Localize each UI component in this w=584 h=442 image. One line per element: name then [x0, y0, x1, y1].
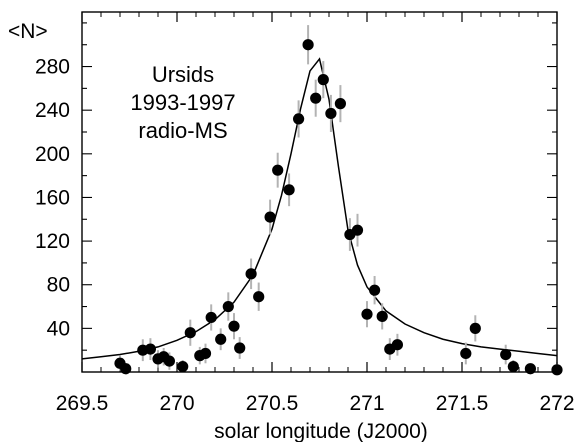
x-tick-label: 272 — [539, 392, 574, 415]
data-point — [334, 98, 346, 110]
x-tick-label: 271 — [349, 392, 384, 415]
y-tick-label: 160 — [35, 186, 70, 209]
data-point — [369, 284, 381, 296]
y-tick-label: 280 — [35, 56, 70, 79]
x-tick-label: 270.5 — [246, 392, 299, 415]
x-tick-label: 270 — [159, 392, 194, 415]
data-point — [325, 107, 337, 120]
x-axis-label: solar longitude (J2000) — [214, 420, 428, 442]
y-tick-label: 200 — [35, 143, 70, 166]
data-point — [361, 308, 373, 320]
chart-annotation-line-3: radio-MS — [138, 118, 227, 143]
data-point — [302, 39, 314, 51]
x-tick-label: 271.5 — [436, 392, 489, 415]
data-point — [222, 300, 234, 313]
data-point — [264, 211, 276, 223]
data-point — [391, 339, 403, 351]
data-point — [184, 327, 196, 339]
y-axis-label: <N> — [8, 20, 48, 43]
data-point — [228, 320, 240, 332]
data-point — [245, 268, 257, 280]
y-tick-label: 80 — [47, 274, 70, 297]
data-point — [120, 363, 132, 375]
data-point — [199, 347, 212, 360]
chart-annotation-line-1: Ursids — [152, 62, 214, 87]
data-point — [351, 224, 364, 236]
data-point — [163, 355, 175, 367]
data-point — [205, 311, 217, 324]
chart-annotation-line-2: 1993-1997 — [130, 90, 235, 115]
data-point — [215, 333, 227, 345]
data-point — [469, 322, 481, 334]
data-point — [376, 310, 388, 322]
data-point — [144, 343, 156, 355]
y-tick-label: 40 — [47, 317, 70, 340]
fit-curve — [81, 57, 558, 360]
data-point — [283, 184, 295, 196]
data-point — [310, 92, 322, 104]
data-point — [500, 348, 512, 361]
data-point — [177, 360, 189, 373]
data-point — [317, 74, 329, 86]
data-point — [507, 360, 519, 373]
data-point — [460, 347, 472, 360]
data-point — [253, 291, 265, 303]
plot-frame — [81, 11, 558, 373]
y-tick-label: 120 — [35, 230, 70, 253]
data-point — [551, 364, 563, 376]
y-tick-label: 240 — [35, 99, 70, 122]
data-point — [524, 363, 537, 375]
x-tick-label: 269.5 — [56, 392, 109, 415]
data-point — [293, 113, 305, 125]
data-point — [234, 342, 246, 354]
data-point — [272, 164, 284, 176]
